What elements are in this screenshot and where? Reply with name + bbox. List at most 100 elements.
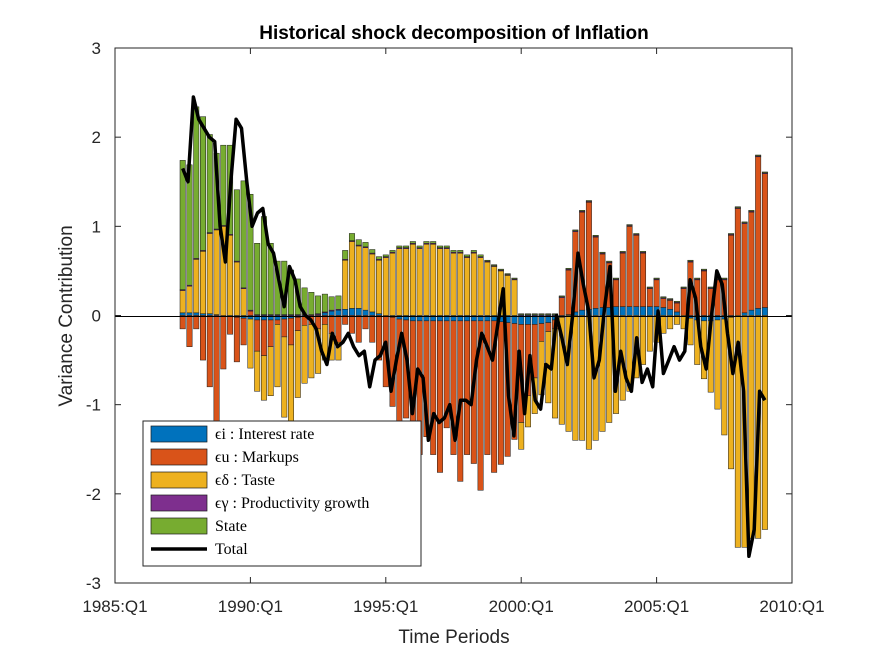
- bar-taste: [308, 324, 315, 379]
- bar-taste: [457, 252, 464, 316]
- y-tick-label: 0: [92, 307, 101, 326]
- bar-state: [254, 243, 261, 315]
- bar-markups: [206, 315, 213, 388]
- bar-taste: [640, 315, 647, 365]
- bar-state: [497, 268, 504, 271]
- bar-taste: [565, 315, 572, 432]
- bar-interest-rate: [761, 307, 768, 316]
- bar-state: [267, 243, 274, 315]
- bar-state: [382, 254, 389, 257]
- bar-state: [437, 245, 443, 248]
- bar-state: [328, 296, 335, 311]
- y-tick-label: 3: [92, 39, 101, 58]
- bar-state: [450, 250, 457, 253]
- bar-taste: [301, 325, 308, 384]
- bar-markups: [342, 315, 349, 325]
- bar-interest-rate: [673, 311, 680, 316]
- bar-state: [545, 313, 552, 315]
- bar-taste: [443, 248, 450, 316]
- bar-taste: [376, 259, 382, 314]
- bar-taste: [491, 266, 498, 316]
- chart-title: Historical shock decomposition of Inflat…: [259, 23, 649, 44]
- bar-state: [416, 245, 423, 248]
- y-axis-label: Variance Contribution: [56, 225, 77, 406]
- y-tick-label: -2: [86, 485, 101, 504]
- bar-markups: [558, 297, 565, 316]
- legend-item-markups: ϵu : Markups: [215, 449, 299, 466]
- bar-markups: [362, 315, 369, 330]
- bar-taste: [186, 285, 193, 314]
- bar-markups: [633, 235, 640, 307]
- bar-interest-rate: [193, 312, 200, 316]
- bar-markups: [450, 320, 457, 455]
- bar-state: [680, 286, 687, 289]
- legend-item-interest-rate-swatch: [150, 425, 208, 443]
- bar-state: [646, 286, 653, 289]
- bar-markups: [240, 317, 247, 346]
- bar-taste: [213, 229, 220, 315]
- bar-state: [565, 267, 572, 270]
- bar-interest-rate: [667, 309, 674, 316]
- bar-markups: [294, 317, 301, 331]
- bar-markups: [348, 315, 355, 334]
- bar-state: [761, 171, 768, 174]
- bar-state: [220, 144, 227, 226]
- bar-taste: [260, 355, 267, 401]
- legend-item-state: State: [215, 518, 247, 535]
- legend-item-taste-swatch: [150, 471, 208, 489]
- bar-markups: [179, 315, 186, 330]
- bar-markups: [430, 320, 437, 455]
- bar-taste: [606, 315, 613, 423]
- bar-markups: [748, 211, 755, 311]
- bar-interest-rate: [376, 313, 382, 316]
- x-tick-label: 2010:Q1: [759, 597, 824, 616]
- bar-taste: [470, 252, 477, 316]
- bar-markups: [213, 315, 220, 423]
- bar-markups: [260, 319, 267, 356]
- bar-state: [687, 259, 694, 262]
- bar-taste: [423, 243, 430, 316]
- bar-state: [342, 250, 349, 260]
- bar-markups: [233, 317, 240, 363]
- bar-state: [518, 313, 525, 315]
- bar-state: [558, 295, 565, 298]
- bar-interest-rate: [362, 309, 369, 316]
- bar-markups: [477, 320, 484, 491]
- bar-markups: [585, 202, 592, 310]
- bar-state: [511, 277, 518, 280]
- bar-taste: [233, 261, 240, 316]
- bar-state: [673, 300, 680, 303]
- bar-taste: [484, 261, 491, 316]
- bar-markups: [640, 252, 647, 307]
- bar-markups: [491, 320, 498, 473]
- bar-markups: [328, 315, 335, 334]
- bar-markups: [680, 288, 687, 316]
- bar-interest-rate: [660, 307, 667, 316]
- bar-taste: [369, 253, 376, 313]
- bar-taste: [274, 324, 281, 388]
- bar-state: [592, 235, 599, 237]
- legend-box: [142, 420, 422, 567]
- bar-state: [477, 254, 484, 257]
- bar-state: [667, 298, 674, 300]
- bar-taste: [179, 290, 186, 314]
- bar-state: [491, 264, 498, 266]
- bar-interest-rate: [619, 306, 626, 316]
- bar-markups: [335, 315, 342, 343]
- bar-taste: [335, 342, 342, 361]
- bar-interest-rate: [640, 306, 647, 316]
- bar-state: [200, 116, 206, 251]
- x-tick-label: 2005:Q1: [624, 597, 689, 616]
- bar-interest-rate: [633, 306, 640, 316]
- bar-taste: [511, 279, 518, 316]
- bar-state: [660, 296, 667, 298]
- bar-interest-rate: [369, 311, 376, 316]
- bar-state: [484, 259, 491, 262]
- bar-taste: [355, 245, 362, 309]
- bar-markups: [660, 298, 667, 308]
- bar-state: [355, 239, 362, 246]
- bar-state: [321, 293, 328, 313]
- bar-state: [464, 254, 470, 257]
- bar-state: [755, 154, 762, 157]
